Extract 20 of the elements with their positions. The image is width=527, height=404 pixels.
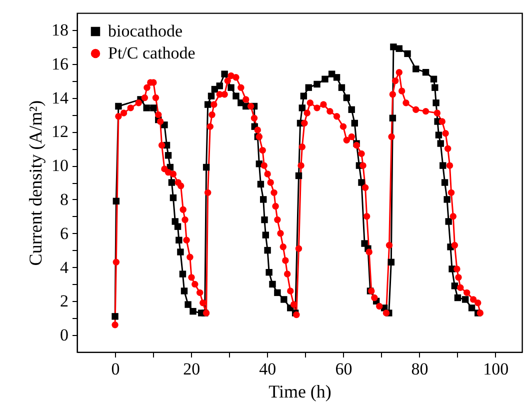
x-axis-title: Time (h) xyxy=(268,382,332,402)
y-tick-label: 8 xyxy=(60,190,68,209)
y-tick-label: 14 xyxy=(52,88,69,108)
x-tick-label: 40 xyxy=(259,360,276,378)
y-tick-label: 12 xyxy=(52,122,68,142)
x-tick-label: 0 xyxy=(111,360,120,378)
y-tick-label: 0 xyxy=(60,326,68,345)
y-tick-label: 2 xyxy=(60,292,68,311)
y-axis-title: Current density (A/m²) xyxy=(26,100,46,266)
x-tick-label: 60 xyxy=(335,360,352,378)
y-tick-label: 6 xyxy=(60,224,68,243)
x-tick-label: 100 xyxy=(483,360,509,378)
y-tick-label: 16 xyxy=(52,54,68,74)
y-tick-label: 4 xyxy=(60,258,69,277)
y-tick-label: 18 xyxy=(52,20,68,40)
legend-label: Pt/C cathode xyxy=(108,44,196,62)
x-tick-label: 80 xyxy=(411,360,428,378)
x-tick-label: 20 xyxy=(183,360,200,378)
y-tick-label: 10 xyxy=(52,156,68,176)
legend-label: biocathode xyxy=(108,22,183,40)
